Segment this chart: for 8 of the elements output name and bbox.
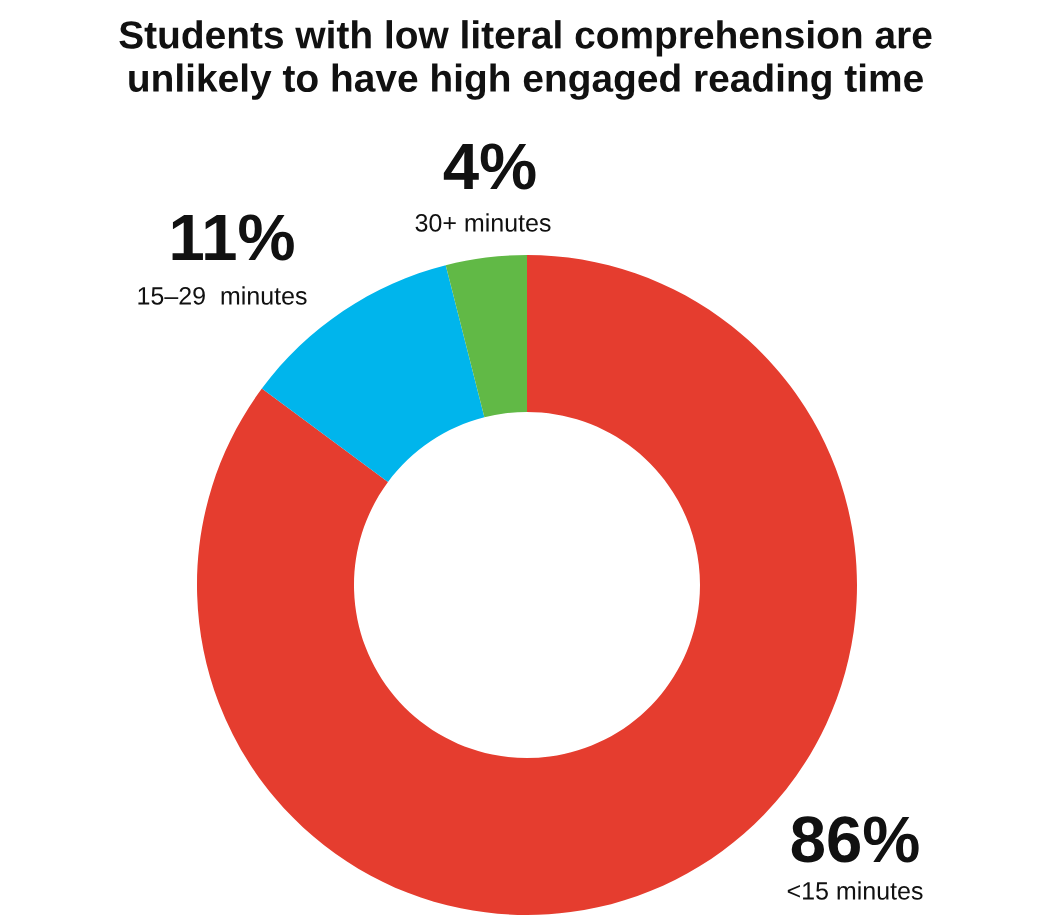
data-label: 86% <box>791 816 919 863</box>
slice-label: 15–29 minutes <box>138 286 307 305</box>
data-label: 11% <box>172 214 294 261</box>
slice-label: 30+ minutes <box>415 213 551 232</box>
data-label: 4% <box>443 143 536 190</box>
chart-title: Students with low literal comprehension are unlikely to have high engaged reading time <box>119 20 932 100</box>
donut-slice <box>445 255 527 418</box>
slice-label: <15 minutes <box>787 881 923 900</box>
